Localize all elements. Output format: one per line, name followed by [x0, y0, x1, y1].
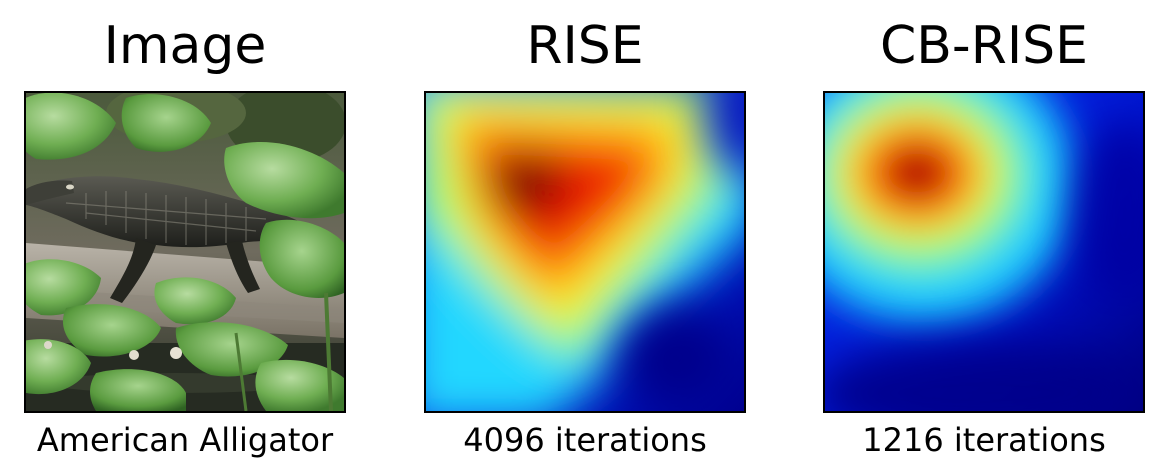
image-panel-title: Image — [103, 16, 267, 76]
cb-rise-heatmap-frame — [823, 91, 1145, 413]
image-frame — [24, 91, 346, 413]
rise-heatmap — [426, 93, 744, 411]
image-panel: Image — [24, 0, 346, 464]
rise-panel-title: RISE — [526, 16, 644, 76]
cb-rise-panel-title: CB-RISE — [879, 16, 1089, 76]
cb-rise-panel: CB-RISE — [823, 0, 1145, 464]
rise-panel: RISE — [424, 0, 746, 464]
rise-panel-caption: 4096 iterations — [463, 421, 707, 459]
cb-rise-panel-caption: 1216 iterations — [862, 421, 1106, 459]
image-panel-caption: American Alligator — [36, 421, 334, 459]
rise-heatmap-frame — [424, 91, 746, 413]
alligator-photo — [26, 93, 344, 411]
cb-rise-heatmap — [825, 93, 1143, 411]
